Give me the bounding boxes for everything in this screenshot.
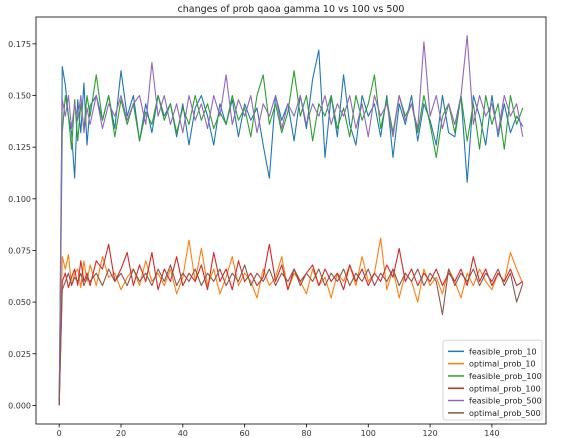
series-line-optimal_prob_500 [58,264,524,406]
chart-title: changes of prob qaoa gamma 10 vs 100 vs … [178,4,405,15]
y-tick-label: 0.075 [8,246,31,255]
legend-box [442,339,543,421]
axes-frame [35,16,547,425]
legend-label-feasible_prob_100: feasible_prob_100 [469,372,542,381]
legend-label-optimal_prob_10: optimal_prob_10 [469,360,536,369]
x-tick-label: 140 [484,429,499,438]
x-tick-label: 40 [178,429,188,438]
y-tick-label: 0.025 [8,350,31,359]
x-tick-label: 80 [301,429,311,438]
series-line-feasible_prob_100 [58,70,524,406]
legend-label-optimal_prob_100: optimal_prob_100 [469,384,541,393]
series-line-feasible_prob_500 [58,35,524,406]
series-line-optimal_prob_10 [58,237,524,406]
x-tick-label: 0 [57,429,62,438]
y-tick-label: 0.100 [8,195,31,204]
y-tick-label: 0.050 [8,298,31,307]
x-tick-label: 100 [361,429,376,438]
y-tick-label: 0.000 [8,401,31,410]
axis-layer: 0 20 40 60 80 100 120 140 0.000 0.025 0.050 0.075 0.… [8,16,547,438]
y-tick-label: 0.125 [8,143,31,152]
legend-label-feasible_prob_10: feasible_prob_10 [469,347,537,356]
series-layer [58,35,524,406]
legend-label-optimal_prob_500: optimal_prob_500 [469,409,541,418]
x-tick-label: 20 [116,429,126,438]
x-tick-label: 60 [240,429,250,438]
legend: feasible_prob_10 optimal_prob_10 feasible_… [442,339,543,421]
y-tick-label: 0.150 [8,92,31,101]
x-tick-label: 120 [422,429,437,438]
y-tick-label: 0.175 [8,40,31,49]
legend-label-feasible_prob_500: feasible_prob_500 [469,397,542,406]
